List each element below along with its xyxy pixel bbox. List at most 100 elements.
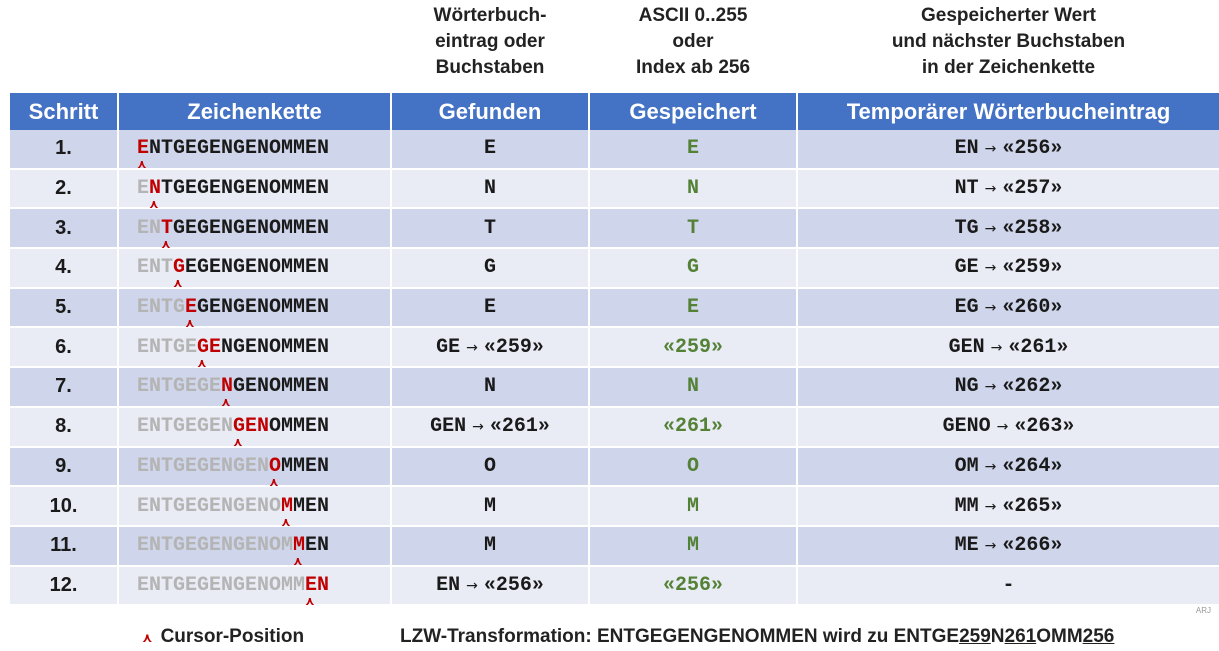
temp-entry-index: «263» — [1014, 415, 1075, 439]
cursor-caret-icon: ⋏ — [305, 593, 315, 608]
found-cell: O — [392, 447, 590, 488]
string-cell: ENTGEGEN ⋏ GENOMMEN — [119, 368, 392, 408]
consumed-segment: ENT — [137, 256, 174, 280]
temp-entry-key: NG — [954, 375, 979, 399]
column-header-string: Zeichenkette — [119, 93, 392, 130]
temp-entry-key: GENO — [942, 415, 991, 439]
remaining-segment: EN — [305, 534, 330, 558]
found-cell: M — [392, 526, 590, 567]
arrow-icon: → — [466, 339, 478, 356]
cursor-segment: T ⋏ — [161, 216, 174, 250]
temp-entry-index: «265» — [1002, 494, 1063, 518]
cursor-segment: M ⋏ — [293, 534, 305, 567]
found-value: M — [483, 494, 496, 518]
step-cell: 12. — [10, 566, 119, 607]
step-cell: 4. — [10, 249, 119, 289]
cursor-segment: G ⋏ — [173, 256, 185, 289]
found-value: O — [483, 454, 496, 478]
stored-cell: E — [590, 288, 798, 329]
temp-entry-cell: TG → «258» — [798, 209, 1219, 250]
subheading-line: Index ab 256 — [635, 57, 751, 78]
arrow-icon: → — [984, 538, 997, 555]
stored-cell: O — [590, 447, 798, 488]
found-value: GE — [436, 335, 461, 359]
consumed-segment: ENTGEGENGENOM — [137, 534, 294, 558]
step-cell: 1. — [10, 130, 119, 170]
step-cell: 10. — [10, 487, 119, 527]
temp-entry-key: GEN — [948, 335, 985, 359]
cursor-caret-icon: ⋏ — [142, 631, 153, 646]
string-cell: ENTGE ⋏ GENGENOMMEN — [119, 288, 392, 329]
cursor-text: E — [137, 137, 150, 161]
found-cell: T — [392, 209, 590, 250]
remaining-segment: MEN — [293, 494, 330, 518]
summary-text: OMM — [1036, 626, 1083, 647]
table-row: 11. ENTGEGENGENOMM ⋏ EN M M ME → «266» — [10, 526, 1219, 567]
legend-label: Cursor-Position — [160, 626, 305, 647]
temp-entry-index: «264» — [1002, 454, 1063, 478]
table-row: 2. EN ⋏ TGEGENGENOMMEN N N NT → «257» — [10, 169, 1219, 210]
string-cell: ENTGEGENGENOMMEN ⋏ — [119, 566, 392, 608]
step-cell: 9. — [10, 447, 119, 488]
found-reference: «259» — [483, 335, 544, 359]
temp-entry-index: «256» — [1002, 137, 1063, 161]
remaining-segment: MMEN — [281, 454, 330, 478]
stored-cell: «256» — [590, 566, 798, 607]
temp-entry-key: EG — [954, 296, 979, 320]
string-cell: ENT ⋏ GEGENGENOMMEN — [119, 209, 392, 250]
found-cell: GEN → «261» — [392, 407, 590, 448]
found-reference: «261» — [489, 415, 550, 439]
temp-entry-cell: NG → «262» — [798, 368, 1219, 408]
cursor-caret-icon: ⋏ — [149, 197, 159, 212]
cursor-segment: O ⋏ — [269, 454, 282, 488]
cursor-caret-icon: ⋏ — [221, 395, 231, 410]
temp-entry-cell: MM → «265» — [798, 487, 1219, 527]
remaining-segment: GEGENGENOMMEN — [173, 216, 330, 240]
table-row: 9. ENTGEGENGENO ⋏ MMEN O O OM → «264» — [10, 447, 1219, 488]
found-cell: E — [392, 130, 590, 170]
cursor-segment: N ⋏ — [149, 177, 161, 210]
cursor-segment: GE ⋏ — [197, 336, 221, 369]
temp-entry-key: NT — [954, 177, 979, 201]
found-reference: «256» — [483, 573, 544, 597]
subheading-line: in der Zeichenkette — [921, 57, 1096, 78]
cursor-text: T — [161, 216, 174, 240]
found-cell: GE → «259» — [392, 328, 590, 369]
temp-entry-cell: GE → «259» — [798, 249, 1219, 289]
found-value: E — [483, 296, 496, 320]
consumed-segment: ENTG — [137, 296, 186, 320]
cursor-segment: N ⋏ — [221, 375, 233, 408]
step-cell: 5. — [10, 288, 119, 329]
column-header-step: Schritt — [10, 93, 119, 130]
table-row: 4. ENTG ⋏ EGENGENOMMEN G G GE → «259» — [10, 249, 1219, 289]
consumed-segment: ENTGEGEN — [137, 415, 234, 439]
cursor-text: M — [281, 494, 294, 518]
temp-entry-cell: GENO → «263» — [798, 407, 1219, 448]
arrow-icon: → — [984, 300, 997, 317]
temp-entry-index: «257» — [1002, 177, 1063, 201]
cursor-text: GEN — [233, 415, 270, 439]
temp-entry-key: ME — [954, 534, 979, 558]
cursor-text: O — [269, 454, 282, 478]
cursor-caret-icon: ⋏ — [293, 554, 303, 569]
table-row: 8. ENTGEGENGEN ⋏ OMMEN GEN → «261» «261» GENO → «2… — [10, 407, 1219, 448]
step-cell: 8. — [10, 407, 119, 448]
subheading-line: oder — [672, 31, 714, 52]
arrow-icon: → — [996, 419, 1009, 436]
found-cell: EN → «256» — [392, 566, 590, 607]
cursor-caret-icon: ⋏ — [197, 355, 207, 370]
arrow-icon: → — [984, 260, 997, 277]
remaining-segment: GENGENOMMEN — [197, 296, 330, 320]
consumed-segment: ENTGEGE — [137, 375, 222, 399]
cursor-segment: E ⋏ — [185, 296, 197, 329]
stored-cell: M — [590, 526, 798, 567]
summary-ref: 256 — [1082, 626, 1115, 647]
temp-entry-key: EN — [954, 137, 979, 161]
found-cell: N — [392, 169, 590, 210]
found-value: N — [483, 177, 496, 201]
string-cell: ENTGEGENGEN ⋏ OMMEN — [119, 407, 392, 448]
string-cell: ENTGEGENGENOM ⋏ MEN — [119, 487, 392, 528]
consumed-segment: ENTGEGENGENOMM — [137, 573, 306, 597]
column-header-stored: Gespeichert — [590, 93, 798, 130]
string-cell: E ⋏ NTGEGENGENOMMEN — [119, 130, 392, 170]
